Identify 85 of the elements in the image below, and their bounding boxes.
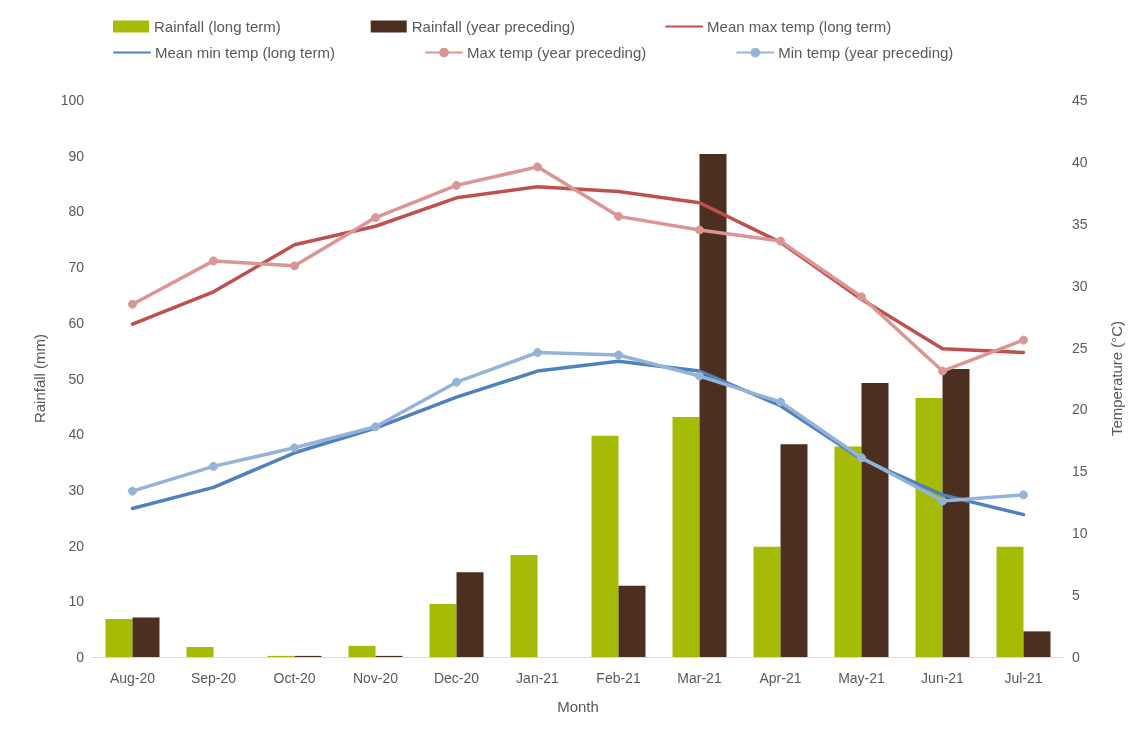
point bbox=[857, 292, 866, 302]
bar bbox=[618, 585, 646, 657]
bar bbox=[105, 619, 133, 657]
x-tick-label: Aug-20 bbox=[109, 670, 156, 686]
x-tick-label: Dec-20 bbox=[433, 670, 480, 686]
point bbox=[857, 453, 866, 463]
point bbox=[776, 397, 785, 407]
x-tick-label: Nov-20 bbox=[352, 670, 399, 686]
y2-tick-label: 10 bbox=[1072, 525, 1088, 542]
y2-tick-label: 30 bbox=[1072, 277, 1088, 294]
x-axis-title: Month bbox=[557, 698, 599, 715]
y2-tick-label: 0 bbox=[1072, 649, 1080, 665]
x-tick-label: Jan-21 bbox=[516, 670, 560, 686]
point bbox=[533, 348, 542, 357]
y-tick-label: 80 bbox=[68, 203, 85, 220]
x-tick-label: Jul-21 bbox=[1004, 670, 1043, 686]
point bbox=[1019, 490, 1028, 500]
point bbox=[695, 371, 704, 381]
point bbox=[1019, 335, 1028, 345]
point bbox=[128, 299, 137, 309]
x-tick-label: Mar-21 bbox=[677, 670, 722, 686]
point bbox=[614, 211, 623, 221]
bar bbox=[996, 546, 1024, 657]
x-tick-label: Feb-21 bbox=[596, 670, 641, 686]
bar bbox=[861, 382, 889, 657]
y2-tick-label: 15 bbox=[1072, 463, 1088, 480]
point bbox=[371, 422, 380, 432]
bar bbox=[456, 572, 484, 657]
legend-label: Rainfall (year preceding) bbox=[411, 18, 576, 35]
y-tick-label: 50 bbox=[68, 370, 85, 387]
bar bbox=[780, 444, 808, 657]
point bbox=[290, 443, 299, 453]
bar bbox=[834, 446, 862, 657]
bar bbox=[672, 416, 700, 657]
y-tick-label: 0 bbox=[76, 649, 85, 665]
y-tick-label: 10 bbox=[68, 593, 85, 610]
point bbox=[776, 236, 785, 246]
y-tick-label: 70 bbox=[68, 259, 85, 276]
point bbox=[695, 225, 704, 235]
x-tick-label: Apr-21 bbox=[759, 670, 802, 686]
bar bbox=[348, 645, 376, 657]
x-tick-label: Oct-20 bbox=[273, 670, 316, 686]
y-tick-label: 40 bbox=[68, 426, 85, 443]
point bbox=[614, 350, 623, 360]
bar bbox=[753, 546, 781, 657]
y2-tick-label: 45 bbox=[1072, 92, 1088, 108]
point bbox=[452, 377, 461, 387]
bar bbox=[429, 604, 457, 657]
y-axis-title: Rainfall (mm) bbox=[31, 333, 48, 424]
y-tick-label: 100 bbox=[60, 92, 85, 108]
legend-label: Min temp (year preceding) bbox=[778, 44, 954, 61]
point bbox=[209, 461, 218, 471]
point bbox=[128, 486, 137, 496]
y-tick-label: 30 bbox=[68, 481, 85, 498]
point bbox=[209, 256, 218, 266]
point bbox=[938, 366, 947, 376]
y2-tick-label: 35 bbox=[1072, 215, 1088, 232]
bar bbox=[591, 435, 619, 657]
bar bbox=[1023, 631, 1051, 657]
point bbox=[533, 162, 542, 172]
bar bbox=[510, 555, 538, 657]
legend-label: Max temp (year preceding) bbox=[467, 44, 647, 61]
legend-label: Rainfall (long term) bbox=[154, 18, 281, 35]
y-tick-label: 20 bbox=[68, 537, 85, 554]
y2-tick-label: 20 bbox=[1072, 401, 1088, 418]
bar bbox=[915, 398, 943, 657]
point bbox=[371, 213, 380, 223]
bar bbox=[699, 154, 727, 657]
legend-label: Mean min temp (long term) bbox=[155, 44, 336, 61]
legend-label: Mean max temp (long term) bbox=[707, 18, 892, 35]
y-tick-label: 60 bbox=[68, 314, 85, 331]
x-tick-label: May-21 bbox=[838, 670, 886, 686]
bar bbox=[132, 617, 160, 657]
y-tick-label: 90 bbox=[68, 147, 85, 164]
y2-tick-label: 5 bbox=[1072, 587, 1080, 604]
bar bbox=[186, 646, 214, 657]
point bbox=[452, 180, 461, 190]
y2-tick-label: 25 bbox=[1072, 339, 1088, 356]
y2-tick-label: 40 bbox=[1072, 153, 1088, 170]
x-tick-label: Sep-20 bbox=[190, 670, 237, 686]
bar bbox=[942, 369, 970, 657]
point bbox=[290, 261, 299, 271]
point bbox=[938, 496, 947, 506]
x-tick-label: Jun-21 bbox=[921, 670, 965, 686]
y2-axis-title: Temperature (°C) bbox=[1108, 320, 1125, 437]
